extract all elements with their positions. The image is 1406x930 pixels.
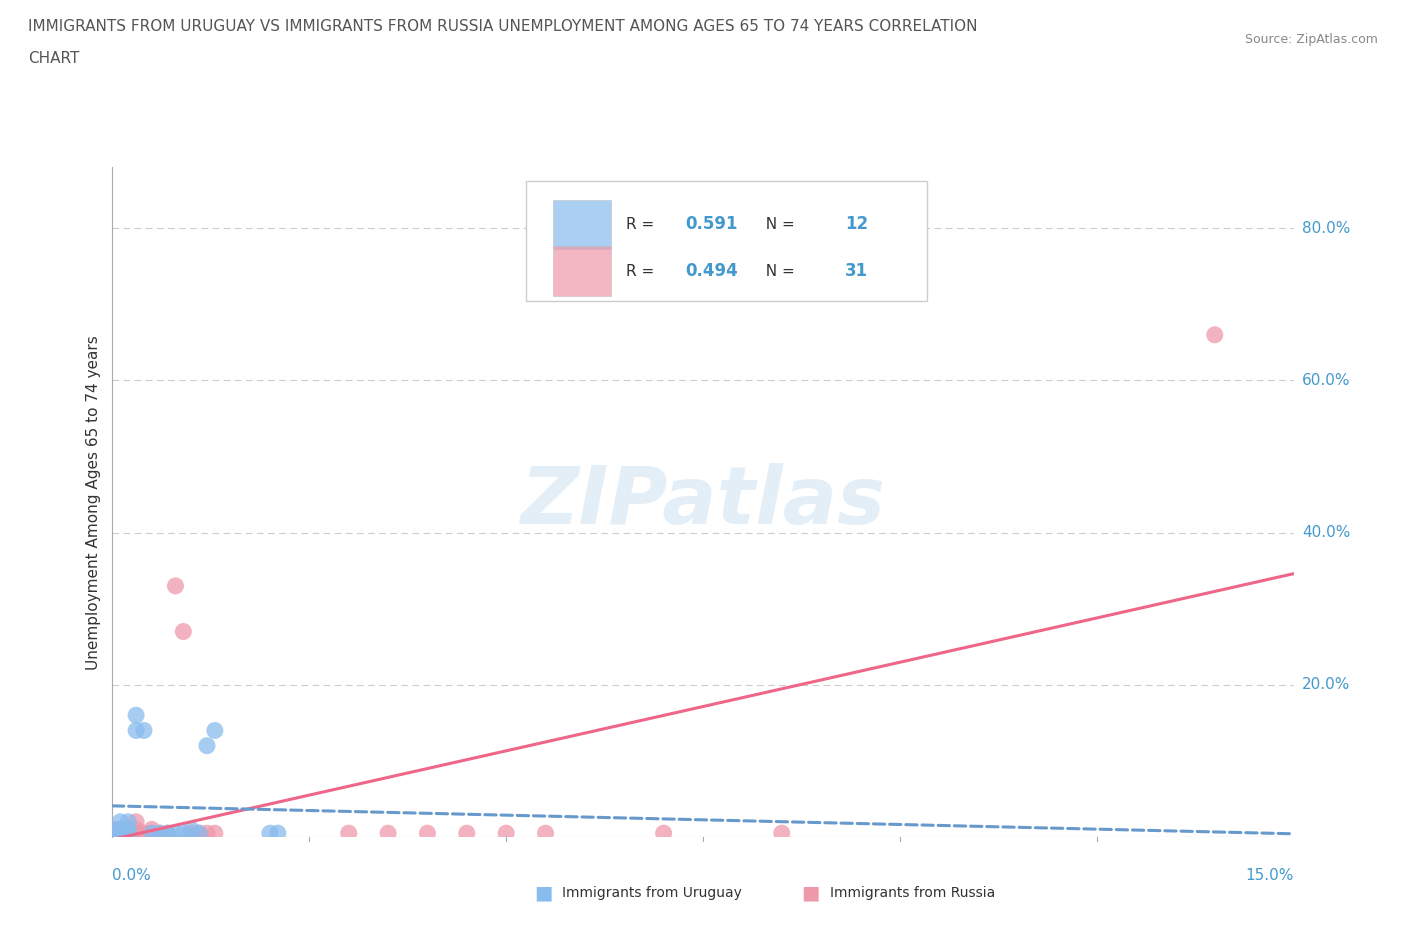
Text: Immigrants from Uruguay: Immigrants from Uruguay	[562, 885, 742, 900]
Point	[117, 815, 139, 830]
Text: 15.0%: 15.0%	[1246, 868, 1294, 883]
Point	[416, 826, 439, 841]
Point	[165, 578, 187, 593]
Text: 0.0%: 0.0%	[112, 868, 152, 883]
Point	[125, 822, 148, 837]
Point	[156, 826, 179, 841]
Point	[456, 826, 478, 841]
Point	[117, 822, 139, 837]
Text: 20.0%: 20.0%	[1302, 677, 1350, 692]
Text: ■: ■	[534, 884, 553, 902]
Text: 80.0%: 80.0%	[1302, 220, 1350, 236]
Point	[125, 708, 148, 723]
Point	[204, 826, 226, 841]
Point	[110, 822, 132, 837]
Text: R =: R =	[626, 264, 659, 279]
Point	[125, 815, 148, 830]
Point	[141, 822, 163, 837]
Point	[165, 826, 187, 841]
Point	[337, 826, 360, 841]
Point	[101, 830, 124, 844]
Point	[172, 624, 194, 639]
Y-axis label: Unemployment Among Ages 65 to 74 years: Unemployment Among Ages 65 to 74 years	[86, 335, 101, 670]
Text: N =: N =	[756, 217, 800, 232]
Point	[101, 822, 124, 837]
Point	[652, 826, 675, 841]
Point	[149, 826, 172, 841]
Text: ■: ■	[801, 884, 820, 902]
Point	[117, 826, 139, 841]
Point	[172, 826, 194, 841]
Point	[101, 826, 124, 841]
Point	[101, 826, 124, 841]
Text: CHART: CHART	[28, 51, 80, 66]
Text: N =: N =	[756, 264, 800, 279]
Point	[180, 822, 202, 837]
Point	[132, 723, 155, 737]
Point	[110, 822, 132, 837]
Point	[149, 826, 172, 841]
Text: 60.0%: 60.0%	[1302, 373, 1350, 388]
Point	[117, 826, 139, 841]
Text: 12: 12	[845, 216, 868, 233]
Point	[259, 826, 281, 841]
Text: Source: ZipAtlas.com: Source: ZipAtlas.com	[1244, 33, 1378, 46]
Point	[377, 826, 399, 841]
Point	[195, 738, 218, 753]
Point	[188, 826, 211, 841]
Point	[110, 830, 132, 844]
Point	[110, 815, 132, 830]
Text: 0.591: 0.591	[685, 216, 738, 233]
Text: 0.494: 0.494	[685, 262, 738, 280]
Point	[180, 826, 202, 841]
Point	[267, 826, 290, 841]
Text: 31: 31	[845, 262, 868, 280]
Text: Immigrants from Russia: Immigrants from Russia	[830, 885, 995, 900]
Text: IMMIGRANTS FROM URUGUAY VS IMMIGRANTS FROM RUSSIA UNEMPLOYMENT AMONG AGES 65 TO : IMMIGRANTS FROM URUGUAY VS IMMIGRANTS FR…	[28, 19, 977, 33]
Point	[141, 826, 163, 841]
Point	[770, 826, 793, 841]
Point	[110, 826, 132, 841]
Point	[141, 826, 163, 841]
Point	[132, 826, 155, 841]
Point	[117, 822, 139, 837]
Text: 40.0%: 40.0%	[1302, 525, 1350, 540]
FancyBboxPatch shape	[526, 180, 928, 301]
Point	[195, 826, 218, 841]
Point	[495, 826, 517, 841]
Point	[110, 826, 132, 841]
Text: ZIPatlas: ZIPatlas	[520, 463, 886, 541]
Text: R =: R =	[626, 217, 659, 232]
Point	[156, 826, 179, 841]
FancyBboxPatch shape	[553, 200, 610, 249]
Point	[125, 723, 148, 737]
Point	[188, 826, 211, 841]
FancyBboxPatch shape	[553, 246, 610, 296]
Point	[534, 826, 557, 841]
Point	[204, 723, 226, 737]
Point	[1204, 327, 1226, 342]
Point	[125, 826, 148, 841]
